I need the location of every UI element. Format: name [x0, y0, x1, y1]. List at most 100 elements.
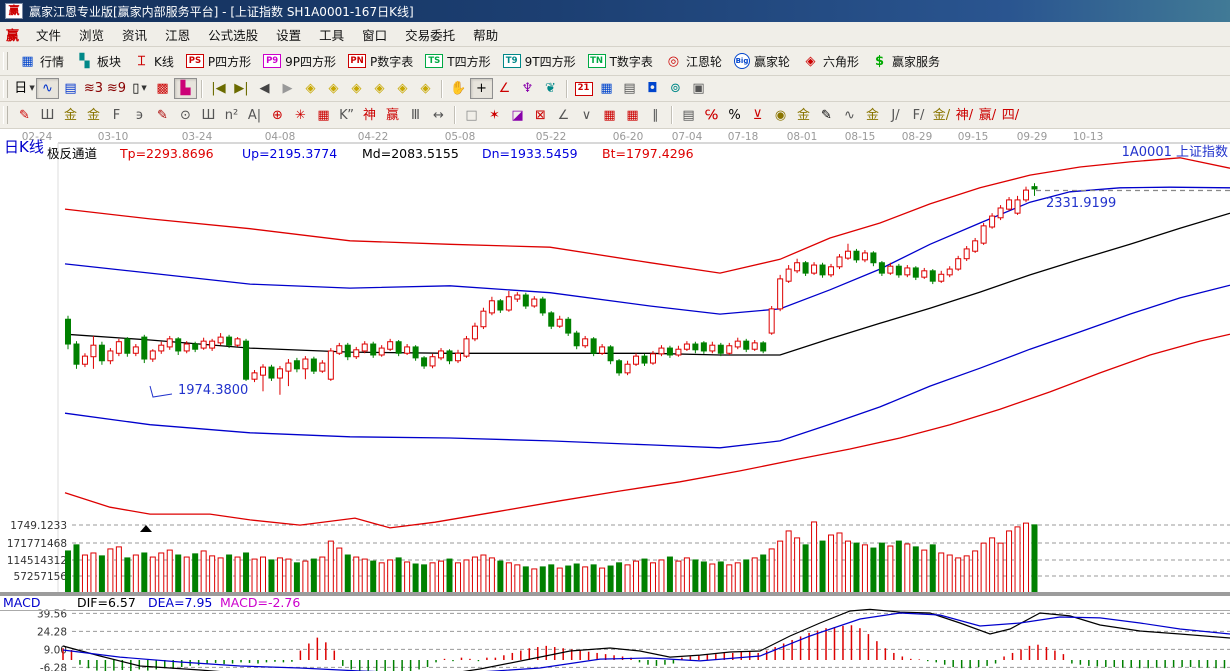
first-bar-button[interactable]: |◀ [207, 78, 230, 99]
gold-gate-a-button[interactable]: 金 [59, 105, 82, 126]
diamond-split-button[interactable]: ◈ [391, 78, 414, 99]
chart-area[interactable]: 02-24 03-10 03-24 04-08 04-22 05-08 05-22 06-20… [0, 129, 1230, 671]
red-pen-tool-button[interactable]: ✎ [151, 105, 174, 126]
next-bar-button[interactable]: ▶ [276, 78, 299, 99]
notepad-button[interactable]: ▤ [618, 78, 641, 99]
sectors-button[interactable]: ▚ 板块 [70, 52, 127, 71]
menu-item-设置[interactable]: 设置 [276, 27, 302, 43]
gann-glyph-button[interactable]: ♆ [516, 78, 539, 99]
last-bar-button[interactable]: ▶| [230, 78, 253, 99]
percent-button[interactable]: % [723, 105, 746, 126]
candle-body [751, 342, 758, 350]
menu-item-公式选股[interactable]: 公式选股 [208, 27, 259, 43]
ladder-list-button[interactable]: ▤ [677, 105, 700, 126]
red-grid-a-button[interactable]: ▦ [598, 105, 621, 126]
wave-count-3-button[interactable]: ≋3 [82, 78, 105, 99]
diamond-center-button[interactable]: ◈ [414, 78, 437, 99]
ying-angle-button[interactable]: 赢/ [976, 105, 999, 126]
gold-angle-button[interactable]: 金/ [930, 105, 953, 126]
k-quote-button[interactable]: K” [335, 105, 358, 126]
gold-circle-button[interactable]: ◉ [769, 105, 792, 126]
ying-tool-button[interactable]: 赢 [381, 105, 404, 126]
gann-wheel-button[interactable]: ◎ 江恩轮 [659, 52, 728, 71]
gold-level-button[interactable]: 金 [792, 105, 815, 126]
menu-item-交易委托[interactable]: 交易委托 [405, 27, 456, 43]
wave-count-9-button[interactable]: ≋9 [105, 78, 128, 99]
winner-service-button[interactable]: $ 赢家服务 [865, 52, 946, 71]
menu-item-文件[interactable]: 文件 [36, 27, 62, 43]
save-button[interactable]: ◘ [641, 78, 664, 99]
star-burst-button[interactable]: ✳ [289, 105, 312, 126]
gann-overlay-button[interactable]: ▩ [151, 78, 174, 99]
span-arrow-button[interactable]: ↔ [427, 105, 450, 126]
circle-target-button[interactable]: ⊕ [266, 105, 289, 126]
diamond-expand-button[interactable]: ◈ [345, 78, 368, 99]
p-square-button[interactable]: PS P四方形 [180, 52, 257, 71]
t9-square-button[interactable]: T9 9T四方形 [497, 52, 582, 71]
kline-button[interactable]: ⌶ K线 [127, 52, 180, 71]
volume-bar [412, 563, 419, 594]
spiral-tool-button[interactable]: ϶ [128, 105, 151, 126]
menu-item-工具[interactable]: 工具 [319, 27, 345, 43]
market-quotes-button[interactable]: ▦ 行情 [13, 52, 70, 71]
p9-square-button[interactable]: P9 9P四方形 [257, 52, 342, 71]
angle-lines-button[interactable]: ∠ [552, 105, 575, 126]
box-frame-button[interactable]: □ [460, 105, 483, 126]
red-grid-b-button[interactable]: ▦ [621, 105, 644, 126]
box-fan-button[interactable]: ⊠ [529, 105, 552, 126]
grid-star-button[interactable]: ▦ [312, 105, 335, 126]
workstation-button[interactable]: ▣ [687, 78, 710, 99]
bars-tool-button[interactable]: Ⅲ [404, 105, 427, 126]
j-angle-button[interactable]: J/ [884, 105, 907, 126]
measure-pen-button[interactable]: ✎ [815, 105, 838, 126]
parallel-lines-button[interactable]: ∥ [644, 105, 667, 126]
shen-tool-button[interactable]: 神 [358, 105, 381, 126]
menu-item-江恩[interactable]: 江恩 [165, 27, 191, 43]
title-bar[interactable]: 赢 赢家江恩专业版[赢家内部服务平台] - [上证指数 SH1A0001-167… [0, 0, 1230, 22]
menu-item-窗口[interactable]: 窗口 [362, 27, 388, 43]
angle-tool-button[interactable]: ∠ [493, 78, 516, 99]
menu-item-浏览[interactable]: 浏览 [79, 27, 105, 43]
percent-wave-button[interactable]: ℅ [700, 105, 723, 126]
candle-type-button[interactable]: ▯ ▼ [128, 78, 151, 99]
crosshair-tool-button[interactable]: + [470, 78, 493, 99]
t-number-button[interactable]: TN T数字表 [582, 52, 659, 71]
f-ruler-button[interactable]: Ϝ [105, 105, 128, 126]
percent-line-button[interactable]: ⊻ [746, 105, 769, 126]
n-square-button[interactable]: n² [220, 105, 243, 126]
period-selector-button[interactable]: 日 ▼ [13, 78, 36, 99]
diamond-right-button[interactable]: ◈ [322, 78, 345, 99]
gold-under-button[interactable]: 金 [861, 105, 884, 126]
menu-item-帮助[interactable]: 帮助 [473, 27, 499, 43]
pen-tool-button[interactable]: ✎ [13, 105, 36, 126]
tick-ruler-button[interactable]: Ш [197, 105, 220, 126]
winner-wheel-button[interactable]: Big 赢家轮 [728, 52, 796, 71]
time-cycle-button[interactable]: ⊙ [174, 105, 197, 126]
info-panel-button[interactable]: ▤ [59, 78, 82, 99]
comb-ruler-button[interactable]: Ш [36, 105, 59, 126]
volume-profile-button[interactable]: ▙ [174, 78, 197, 99]
menu-item-资讯[interactable]: 资讯 [122, 27, 148, 43]
calculator-button[interactable]: ▦ [595, 78, 618, 99]
four-angle-button[interactable]: 四/ [999, 105, 1022, 126]
diamond-shrink-button[interactable]: ◈ [368, 78, 391, 99]
hexagon-button[interactable]: ◈ 六角形 [796, 52, 865, 71]
check-lines-button[interactable]: ∨ [575, 105, 598, 126]
gold-gate-b-button[interactable]: 金 [82, 105, 105, 126]
hand-tool-button[interactable]: ✋ [447, 78, 470, 99]
pattern-tool-button[interactable]: ❦ [539, 78, 562, 99]
prev-bar-button[interactable]: ◀ [253, 78, 276, 99]
shen-angle-button[interactable]: 神/ [953, 105, 976, 126]
network-button[interactable]: ⊚ [664, 78, 687, 99]
p-number-button[interactable]: PN P数字表 [342, 52, 419, 71]
calendar-button[interactable]: 21 [572, 78, 595, 99]
diamond-left-button[interactable]: ◈ [299, 78, 322, 99]
purple-fan-button[interactable]: ◪ [506, 105, 529, 126]
ray-fan-button[interactable]: ✶ [483, 105, 506, 126]
zigzag-overlay-button[interactable]: ∿ [36, 78, 59, 99]
wave-line-button[interactable]: ∿ [838, 105, 861, 126]
f-angle-button[interactable]: F/ [907, 105, 930, 126]
chart-canvas[interactable]: 02-24 03-10 03-24 04-08 04-22 05-08 05-22 06-20… [0, 129, 1230, 671]
a-line-button[interactable]: A| [243, 105, 266, 126]
t-square-button[interactable]: TS T四方形 [419, 52, 496, 71]
